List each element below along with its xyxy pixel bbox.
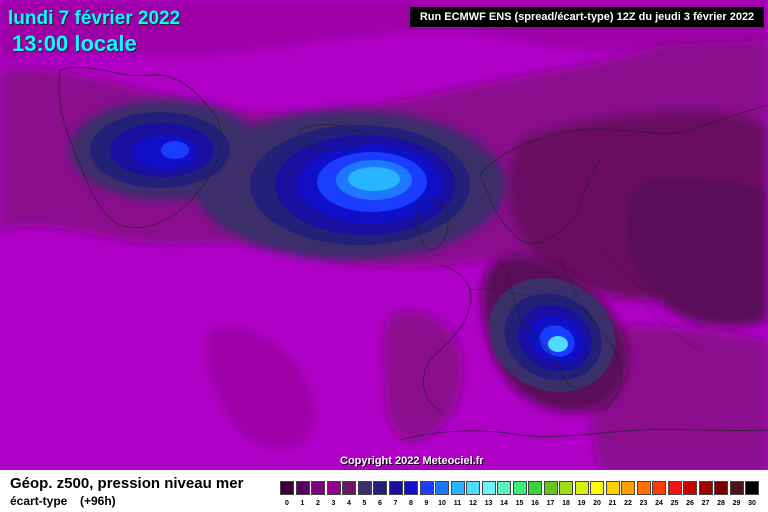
- legend-swatch: [714, 481, 728, 495]
- spread-zone-east-mid: [590, 325, 768, 470]
- spread-max-greenland: [90, 112, 230, 188]
- legend-tick-label: 10: [438, 500, 446, 507]
- legend-tick-label: 6: [378, 500, 382, 507]
- legend-swatch: [404, 481, 418, 495]
- legend-tick-label: 7: [393, 500, 398, 507]
- legend-swatch: [466, 481, 480, 495]
- spread-max-atlantic: [250, 125, 470, 245]
- legend-tick-label: 28: [717, 500, 725, 507]
- legend-tick-label: 18: [562, 500, 570, 507]
- legend-swatch: [528, 481, 542, 495]
- legend-swatch: [388, 481, 403, 495]
- legend-swatch: [481, 481, 496, 495]
- coastline-italy: [519, 319, 586, 389]
- legend-tick-label: 16: [531, 500, 539, 507]
- legend-swatch: [435, 481, 449, 495]
- legend-tick-label: 21: [608, 500, 617, 507]
- legend-tick-label: 3: [331, 500, 336, 507]
- legend-tick-label: 5: [362, 500, 367, 507]
- legend-swatch: [683, 481, 697, 495]
- legend-tick-label: 19: [577, 500, 586, 507]
- legend-swatch: [652, 481, 666, 495]
- legend-swatch: [326, 481, 341, 495]
- legend-tick-label: 2: [316, 500, 320, 507]
- legend-tick-label: 9: [424, 500, 429, 507]
- legend-tick-label: 12: [469, 500, 477, 507]
- legend-tick-label: 30: [748, 500, 756, 507]
- footer-title: Géop. z500, pression niveau mer: [10, 475, 244, 492]
- legend-swatch: [667, 481, 682, 495]
- legend-swatch: [342, 481, 356, 495]
- legend-tick-label: 29: [732, 500, 741, 507]
- legend-tick-label: 20: [593, 500, 601, 507]
- legend-tick-label: 14: [500, 500, 508, 507]
- legend-swatch: [311, 481, 325, 495]
- legend-tick-label: 22: [624, 500, 632, 507]
- legend-tick-label: 13: [484, 500, 493, 507]
- spread-max-mediterranean: [488, 278, 616, 392]
- footer-subtitle: écart-type: [10, 494, 68, 508]
- coastline-british-isles: [417, 199, 449, 251]
- coastline-greenland: [58, 66, 222, 229]
- legend-swatch: [621, 481, 635, 495]
- legend-tick-label: 24: [655, 500, 663, 507]
- legend-swatch: [295, 481, 310, 495]
- spread-zone-east: [624, 175, 768, 327]
- legend-swatch: [373, 481, 387, 495]
- legend-swatch: [745, 481, 759, 495]
- legend-tick-label: 25: [670, 500, 679, 507]
- footer: Géop. z500, pression niveau mer écart-ty…: [0, 470, 768, 512]
- legend-tick-label: 4: [347, 500, 351, 507]
- legend-tick-label: 17: [546, 500, 555, 507]
- spread-map: [0, 0, 768, 470]
- legend-swatch: [729, 481, 744, 495]
- coastline-scandinavia: [479, 104, 768, 176]
- copyright: Copyright 2022 Meteociel.fr: [340, 455, 484, 467]
- legend-swatch: [497, 481, 511, 495]
- country-borders: [469, 249, 701, 351]
- coastlines: [58, 66, 768, 441]
- legend-tick-label: 0: [285, 500, 289, 507]
- legend-tick-label: 26: [686, 500, 694, 507]
- legend-swatch: [636, 481, 651, 495]
- coastline-europe-west: [423, 264, 472, 411]
- coastline-north-africa: [399, 428, 768, 441]
- legend-tick-label: 23: [639, 500, 648, 507]
- coastline-balkans: [584, 309, 622, 411]
- legend-swatch: [698, 481, 713, 495]
- legend-tick-label: 1: [300, 500, 305, 507]
- legend-swatch: [512, 481, 527, 495]
- spread-zone-south-atlantic: [383, 311, 463, 441]
- footer-lead: (+96h): [80, 494, 116, 508]
- legend-tick-label: 11: [453, 500, 462, 507]
- legend-swatch: [419, 481, 434, 495]
- legend-swatch: [280, 481, 294, 495]
- legend-swatch: [450, 481, 465, 495]
- legend-tick-label: 15: [515, 500, 524, 507]
- legend-swatch: [543, 481, 558, 495]
- forecast-date: lundi 7 février 2022: [8, 8, 181, 29]
- coastline-iceland: [298, 124, 367, 151]
- coastline-norway: [479, 159, 601, 244]
- spread-zone-southwest: [205, 327, 315, 449]
- legend-swatch: [574, 481, 589, 495]
- legend-swatch: [590, 481, 604, 495]
- legend-swatch: [357, 481, 372, 495]
- legend-tick-label: 27: [701, 500, 710, 507]
- run-info: Run ECMWF ENS (spread/écart-type) 12Z du…: [410, 7, 764, 27]
- legend-swatch: [605, 481, 620, 495]
- forecast-time: 13:00 locale: [12, 31, 137, 56]
- legend-swatch: [559, 481, 573, 495]
- legend-tick-label: 8: [409, 500, 413, 507]
